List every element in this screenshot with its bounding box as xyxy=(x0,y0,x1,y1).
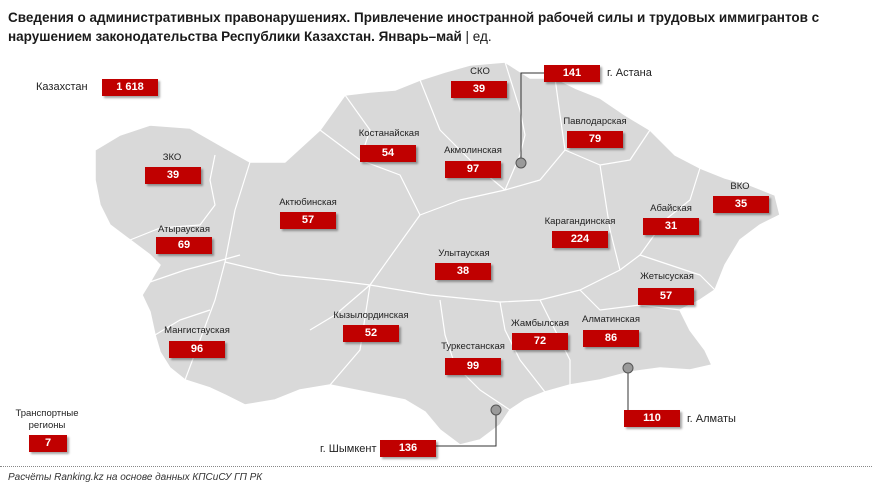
region-label-zhambyl: Жамбылская xyxy=(511,318,569,329)
city-label-shymkent: г. Шымкент xyxy=(320,443,377,455)
region-label-turkestan: Туркестанская xyxy=(441,341,505,352)
city-label-astana: г. Астана xyxy=(607,67,652,79)
transport-label: Транспортные регионы xyxy=(15,408,79,431)
country-shape xyxy=(94,61,781,446)
total-label: Казахстан xyxy=(36,81,88,93)
city-badge-shymkent: 136 xyxy=(380,440,436,457)
region-label-zko: ЗКО xyxy=(162,152,182,163)
region-label-mangistau: Мангистауская xyxy=(164,325,230,336)
region-label-aktobe: Актюбинская xyxy=(279,197,337,208)
region-label-kyzylorda: Кызылординская xyxy=(333,310,409,321)
city-label-almaty: г. Алматы xyxy=(687,413,736,425)
region-label-kostanay: Костанайская xyxy=(358,128,420,139)
city-badge-almaty: 110 xyxy=(624,410,680,427)
region-badge-abay: 31 xyxy=(643,218,699,235)
region-label-atyrau: Атырауская xyxy=(158,224,210,235)
region-label-almaty-region: Алматинская xyxy=(582,314,640,325)
region-label-zhetysu: Жетысуская xyxy=(640,271,694,282)
region-label-vko: ВКО xyxy=(730,181,750,192)
region-badge-mangistau: 96 xyxy=(169,341,225,358)
region-badge-zhetysu: 57 xyxy=(638,288,694,305)
region-badge-zhambyl: 72 xyxy=(512,333,568,350)
almaty-marker xyxy=(622,362,634,374)
region-badge-atyrau: 69 xyxy=(156,237,212,254)
region-badge-kostanay: 54 xyxy=(360,145,416,162)
region-badge-akmola: 97 xyxy=(445,161,501,178)
region-label-akmola: Акмолинская xyxy=(444,145,502,156)
region-badge-turkestan: 99 xyxy=(445,358,501,375)
region-badge-kyzylorda: 52 xyxy=(343,325,399,342)
region-badge-karaganda: 224 xyxy=(552,231,608,248)
title-main: Сведения о административных правонарушен… xyxy=(8,10,820,44)
title-unit: | ед. xyxy=(461,29,492,44)
region-label-abay: Абайская xyxy=(650,203,692,214)
footer-divider xyxy=(0,466,872,467)
region-badge-vko: 35 xyxy=(713,196,769,213)
region-label-ulytau: Улытауская xyxy=(438,248,490,259)
region-label-sko: СКО xyxy=(470,66,490,77)
region-badge-almaty-region: 86 xyxy=(583,330,639,347)
city-badge-astana: 141 xyxy=(544,65,600,82)
region-label-pavlodar: Павлодарская xyxy=(563,116,627,127)
total-badge: 1 618 xyxy=(102,79,158,96)
astana-marker xyxy=(515,157,527,169)
region-label-karaganda: Карагандинская xyxy=(544,216,616,227)
chart-title: Сведения о административных правонарушен… xyxy=(8,8,848,46)
region-badge-zko: 39 xyxy=(145,167,201,184)
region-badge-ulytau: 38 xyxy=(435,263,491,280)
transport-badge: 7 xyxy=(29,435,67,452)
source-footer: Расчёты Ranking.kz на основе данных КПСи… xyxy=(8,472,263,483)
region-badge-pavlodar: 79 xyxy=(567,131,623,148)
shymkent-marker xyxy=(490,404,502,416)
region-badge-aktobe: 57 xyxy=(280,212,336,229)
region-badge-sko: 39 xyxy=(451,81,507,98)
